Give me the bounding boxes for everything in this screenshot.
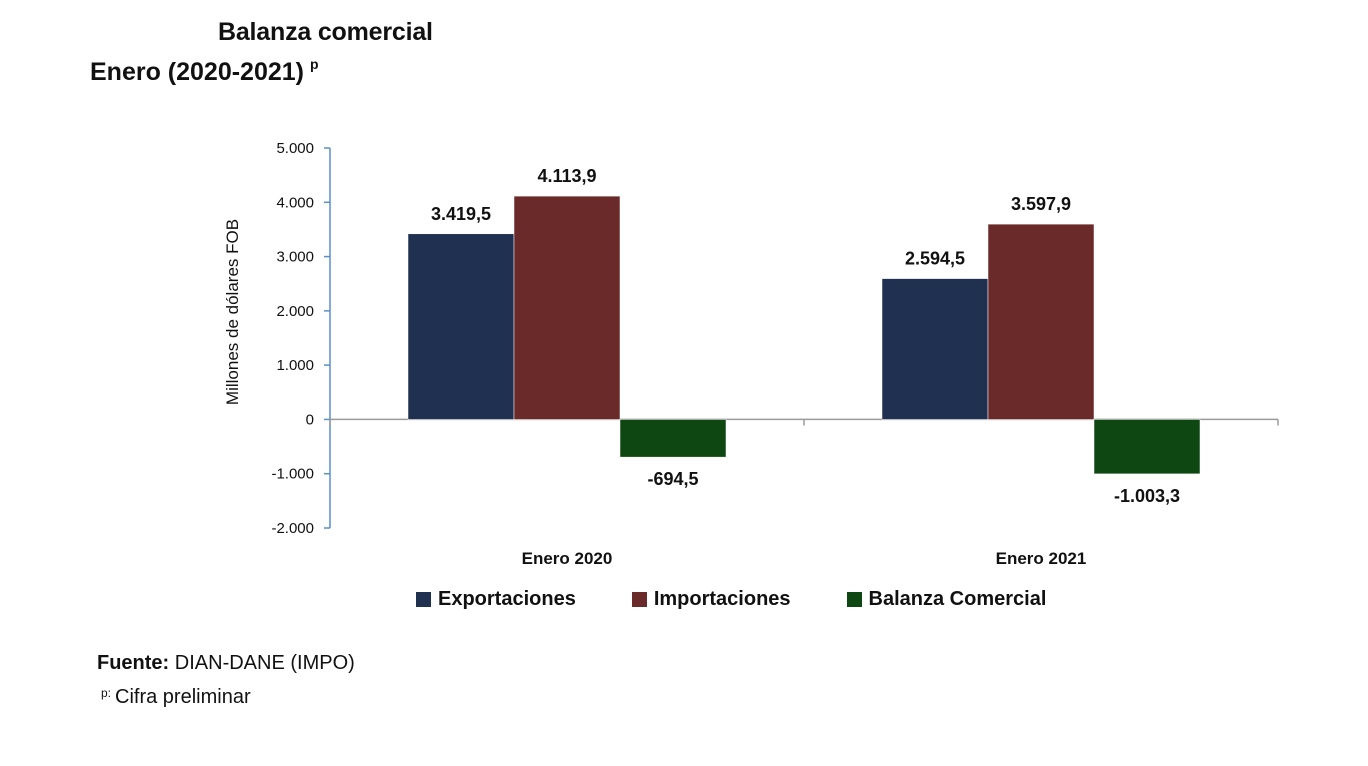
bar (881, 278, 989, 420)
y-tick-label: 0 (306, 411, 314, 428)
bar (619, 419, 727, 458)
data-label: 4.113,9 (537, 166, 596, 186)
subtitle-text: Enero (2020-2021) (90, 58, 305, 86)
y-tick-label: 3.000 (276, 249, 314, 266)
bar (987, 223, 1095, 420)
source-text: DIAN-DANE (IMPO) (174, 652, 355, 674)
legend-label: Importaciones (653, 588, 791, 610)
data-label: 3.597,9 (1011, 194, 1071, 214)
legend-swatch (846, 592, 862, 607)
legend: Exportaciones Importaciones Balanza Comerc… (416, 588, 1046, 611)
y-tick-label: 1.000 (276, 357, 314, 374)
note-text: Cifra preliminar (115, 686, 251, 708)
legend-swatch (416, 592, 431, 607)
data-label: -1.003,3 (1114, 486, 1180, 506)
bar (407, 233, 515, 420)
note-mark: p: (101, 686, 112, 700)
y-tick-label: 5.000 (276, 140, 314, 157)
legend-item: Exportaciones (416, 588, 576, 611)
source-note: Fuente: DIAN-DANE (IMPO) (97, 652, 355, 675)
preliminary-note: p: Cifra preliminar (101, 686, 251, 709)
chart-subtitle: Enero (2020-2021) p (90, 56, 319, 87)
legend-swatch (631, 592, 647, 607)
data-label: 3.419,5 (431, 204, 491, 224)
y-tick-label: -2.000 (271, 520, 314, 537)
bar (1093, 419, 1201, 475)
legend-item: Balanza Comercial (846, 588, 1047, 611)
x-category-label: Enero 2021 (996, 549, 1087, 568)
chart-title: Balanza comercial (218, 18, 433, 46)
y-axis-title: Millones de dólares FOB (223, 219, 242, 405)
y-tick-label: 2.000 (276, 303, 314, 320)
bar (513, 195, 621, 420)
source-label: Fuente: (97, 652, 170, 674)
legend-label: Exportaciones (438, 588, 576, 610)
data-label: -694,5 (647, 469, 698, 489)
preliminary-mark: p (310, 56, 319, 72)
y-tick-label: -1.000 (271, 466, 314, 483)
legend-item: Importaciones (631, 588, 791, 611)
data-label: 2.594,5 (905, 249, 965, 269)
y-tick-label: 4.000 (276, 194, 314, 211)
x-category-label: Enero 2020 (522, 549, 613, 568)
legend-label: Balanza Comercial (868, 588, 1047, 610)
